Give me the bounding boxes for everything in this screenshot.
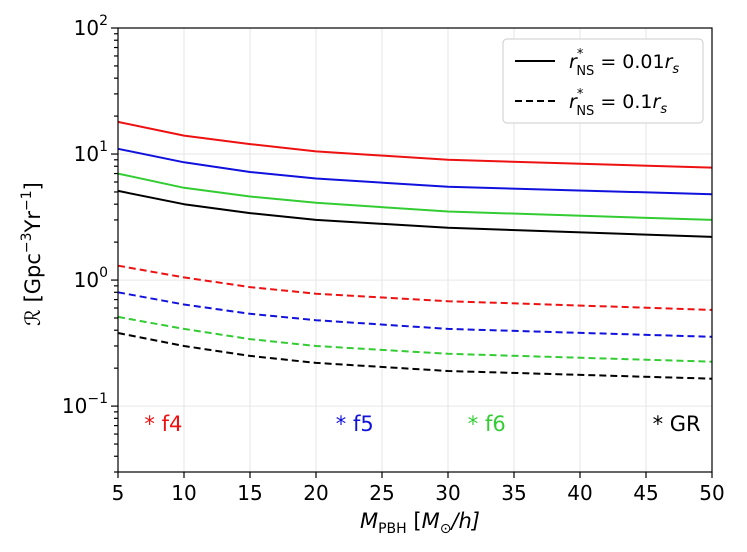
y-tick-label: 10−1 [62, 391, 108, 418]
y-axis-label: ℛ [Gpc−3Yr−1] [19, 182, 45, 326]
x-tick-label: 10 [171, 481, 196, 505]
y-tick-label: 101 [74, 139, 108, 166]
x-tick-label: 40 [567, 481, 592, 505]
x-tick-label: 25 [369, 481, 394, 505]
series-line [117, 315, 713, 363]
annotation-layer: * f4 * f5 * f6 * GR [144, 412, 700, 436]
tick-layer: 5 10 15 20 25 30 35 40 45 50 10−1 100 101 102 [62, 13, 725, 505]
series-line [117, 172, 713, 221]
legend-label: r* NS = 0.01rs [569, 47, 679, 79]
model-annotation: * f4 [144, 412, 182, 436]
x-tick-label: 45 [633, 481, 658, 505]
legend-label: r* NS = 0.1rs [569, 87, 667, 119]
y-tick-label: 100 [74, 265, 108, 292]
series-line [117, 332, 713, 380]
series-line [117, 189, 713, 238]
series-line [117, 120, 713, 169]
series-layer [117, 120, 713, 380]
legend: r* NS = 0.01rs r* NS = 0.1rs [502, 38, 704, 124]
x-axis-label: MPBH [M⊙/h] [360, 509, 480, 537]
series-line [117, 291, 713, 338]
model-annotation: * f6 [468, 412, 506, 436]
x-tick-label: 50 [699, 481, 724, 505]
x-tick-label: 15 [237, 481, 262, 505]
x-tick-label: 35 [501, 481, 526, 505]
x-tick-label: 5 [112, 481, 125, 505]
x-tick-label: 30 [435, 481, 460, 505]
y-tick-label: 102 [74, 13, 108, 40]
series-line [117, 264, 713, 311]
model-annotation: * f5 [336, 412, 374, 436]
plot-frame [117, 27, 713, 473]
x-tick-label: 20 [303, 481, 328, 505]
series-line [117, 147, 713, 196]
model-annotation: * GR [653, 412, 701, 436]
